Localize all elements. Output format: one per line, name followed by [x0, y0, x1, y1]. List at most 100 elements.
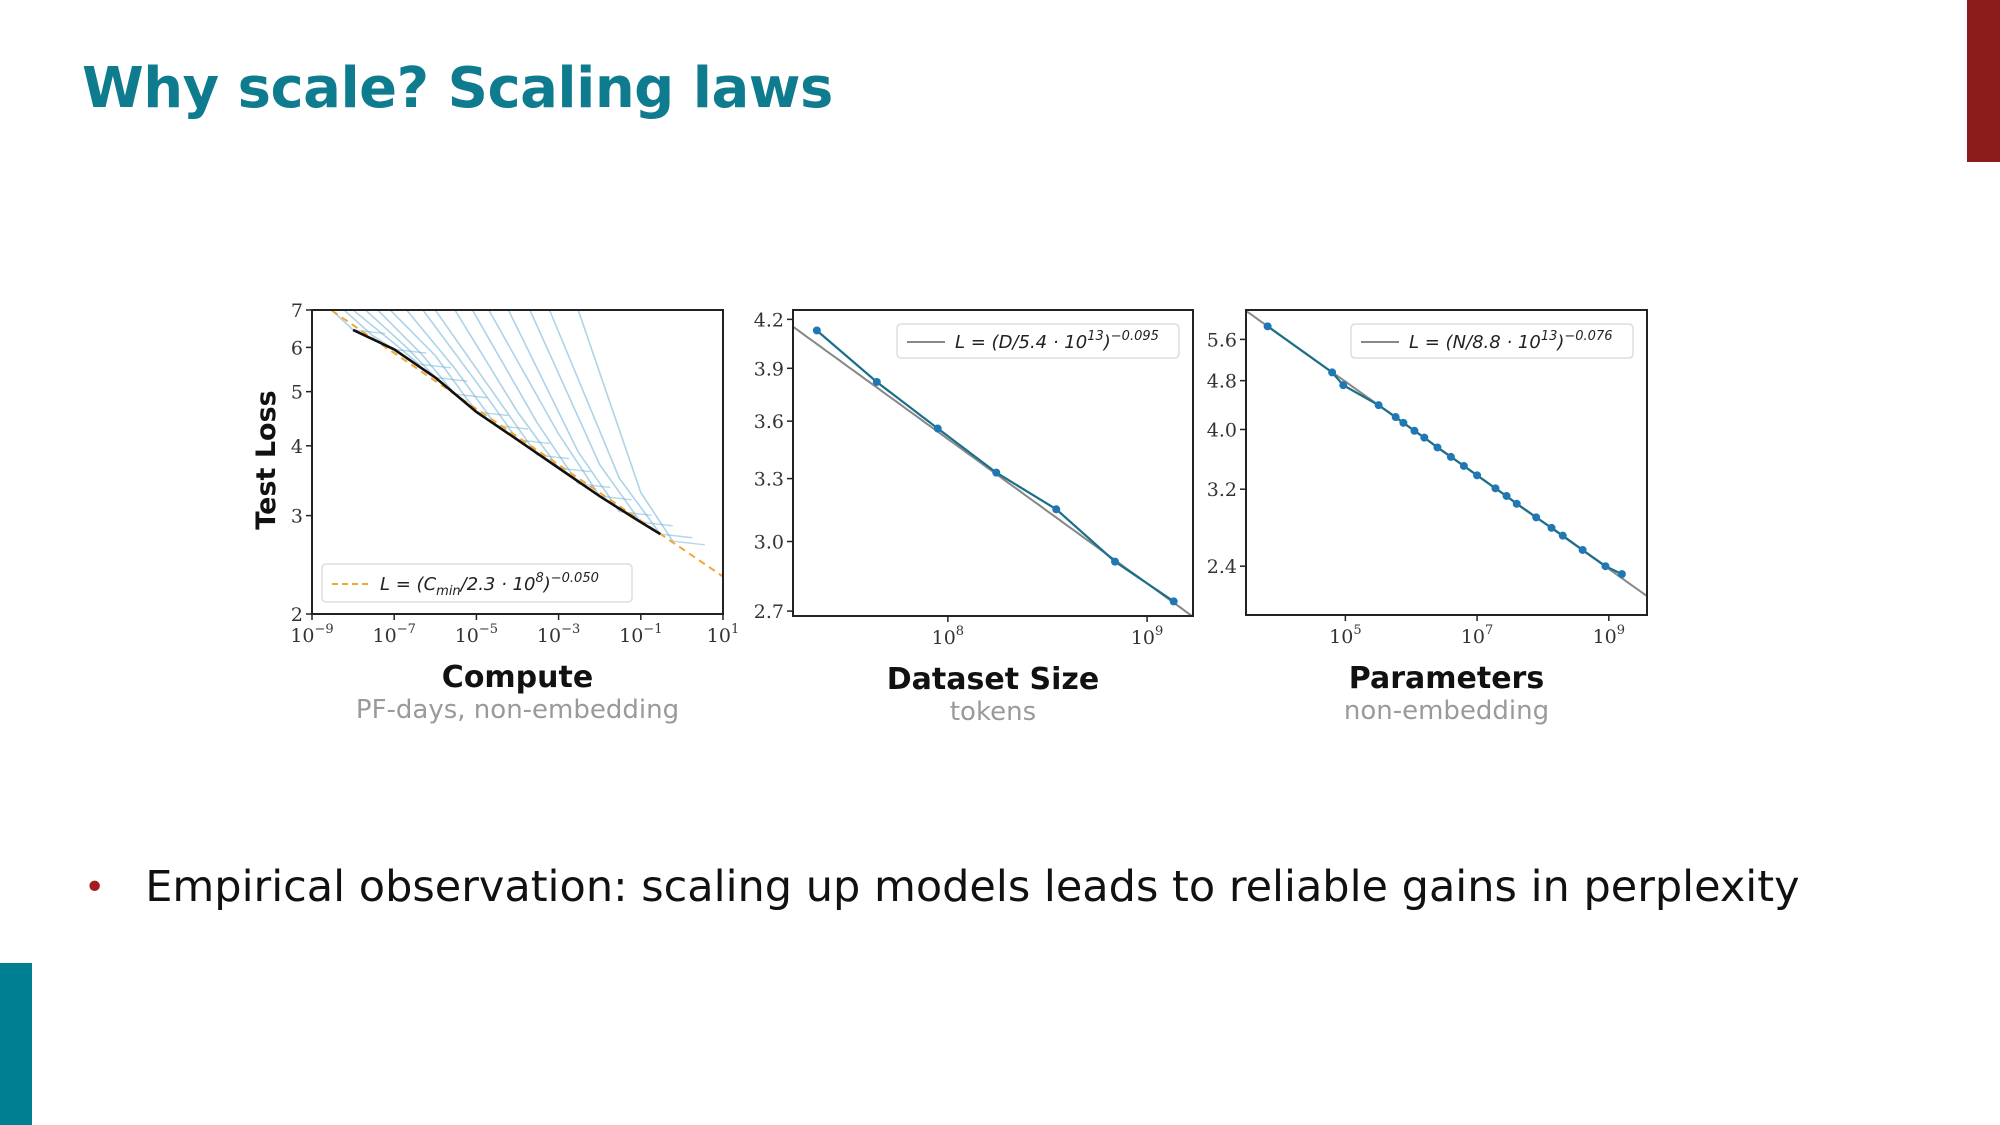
y-tick-label: 2 [291, 604, 303, 626]
data-point [1391, 413, 1400, 422]
data-point [1446, 452, 1455, 461]
legend-segment: min [436, 584, 461, 599]
legend-box [896, 323, 1180, 359]
legend-segment: L = (N/8.8 · 10 [1409, 332, 1541, 353]
tick-base: 10 [707, 625, 731, 647]
learning-curve [488, 310, 601, 497]
y-tick-label: 3.6 [754, 411, 784, 433]
learning-curve [389, 310, 478, 413]
data-point [872, 377, 881, 386]
learning-curve [454, 310, 560, 469]
tick-base: 10 [932, 627, 956, 649]
learning-curve [377, 310, 456, 395]
tick-exponent: 9 [1155, 624, 1163, 639]
data-point [1459, 461, 1468, 470]
y-tick-label: 3.3 [754, 469, 784, 491]
data-point [1263, 322, 1272, 331]
learning-curve [405, 310, 497, 426]
x-axis-subtitle: PF-days, non-embedding [356, 695, 679, 725]
legend-segment: ) [1555, 332, 1564, 353]
data-point [1374, 401, 1383, 410]
data-point [1169, 597, 1178, 606]
legend-box [321, 563, 633, 603]
legend-segment: 13 [1541, 329, 1558, 344]
tick-exponent: 7 [1485, 623, 1493, 638]
data-point [1328, 368, 1337, 377]
data-point [933, 424, 942, 433]
data-point [1410, 426, 1419, 435]
legend-segment: −0.050 [551, 571, 599, 586]
y-tick-label: 3 [291, 506, 303, 528]
y-tick-label: 2.4 [1207, 556, 1237, 578]
data-point [1473, 471, 1482, 480]
data-point [1491, 484, 1500, 493]
data-point [1547, 523, 1556, 532]
data-point [1578, 545, 1587, 554]
y-tick-label: 5.6 [1207, 329, 1237, 351]
legend-label: L = (D/5.4 · 1013)−0.095 [955, 329, 1159, 353]
legend-segment: −0.076 [1564, 329, 1612, 344]
x-tick-label: 10−7 [373, 622, 416, 647]
legend-segment: ) [1102, 332, 1111, 353]
y-tick-label: 3.0 [754, 532, 784, 554]
x-tick-label: 108 [932, 624, 964, 649]
plot-frame [311, 309, 724, 615]
tick-base: 10 [1593, 626, 1617, 648]
legend: L = (Cmin/2.3 · 108)−0.050 [321, 563, 633, 603]
tick-base: 10 [1131, 627, 1155, 649]
data-point [1339, 381, 1348, 390]
legend-segment: /2.3 · 10 [459, 574, 536, 595]
learning-curve [352, 310, 420, 365]
tick-exponent: −3 [561, 622, 580, 637]
y-tick-label: 3.2 [1207, 479, 1237, 501]
x-axis-title: Compute [442, 660, 593, 695]
data-point [1110, 557, 1119, 566]
legend-segment: L = (C [380, 574, 437, 595]
plot-area [1246, 310, 1647, 597]
data-point [1532, 513, 1541, 522]
accent-bar-teal [0, 963, 32, 1125]
y-tick-label: 4.8 [1207, 371, 1237, 393]
legend-segment: 8 [535, 571, 543, 586]
learning-curve-tail [640, 521, 673, 527]
learning-curve [529, 310, 642, 523]
data-line [816, 329, 1175, 603]
tick-base: 10 [1461, 626, 1485, 648]
y-tick-label: 6 [291, 337, 303, 359]
plot-frame [1245, 309, 1648, 616]
tick-exponent: 5 [1353, 623, 1361, 638]
data-point [1433, 443, 1442, 452]
y-tick-label: 4.2 [754, 309, 784, 331]
tick-exponent: 9 [1617, 623, 1625, 638]
learning-curve-tail [660, 533, 693, 539]
tick-base: 10 [455, 625, 479, 647]
x-tick-label: 10−3 [537, 622, 580, 647]
accent-bar-red [1967, 0, 2000, 162]
y-axis-title: Test Loss [251, 390, 282, 529]
tick-base: 10 [537, 625, 561, 647]
data-point [992, 468, 1001, 477]
x-tick-label: 109 [1593, 623, 1625, 648]
data-point [1512, 499, 1521, 508]
data-point [1502, 491, 1511, 500]
data-line [1266, 325, 1623, 576]
compute-frontier-line [352, 328, 662, 536]
learning-curve [548, 310, 662, 535]
x-tick-label: 101 [707, 622, 739, 647]
tick-base: 10 [1329, 626, 1353, 648]
plot-area [793, 325, 1193, 616]
y-tick-label: 4 [291, 436, 303, 458]
x-axis-title: Dataset Size [887, 662, 1099, 697]
legend-box [1350, 323, 1634, 359]
slide-title: Why scale? Scaling laws [82, 56, 833, 121]
data-point [1601, 562, 1610, 571]
legend-segment: −0.095 [1111, 329, 1159, 344]
y-tick-label: 3.9 [754, 358, 784, 380]
data-point [812, 326, 821, 335]
learning-curve-tail [418, 363, 452, 369]
x-tick-label: 105 [1329, 623, 1361, 648]
tick-exponent: −7 [397, 622, 416, 637]
